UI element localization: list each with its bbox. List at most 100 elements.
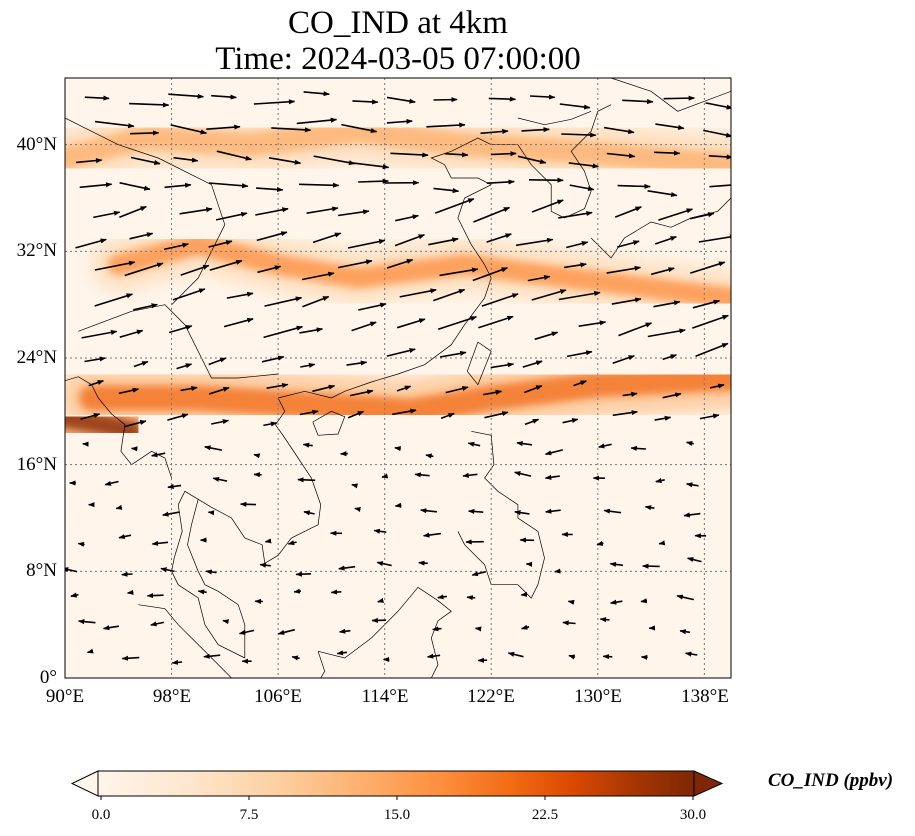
coastline-segment (317, 651, 326, 678)
wind-vector (208, 386, 230, 395)
wind-vector (330, 589, 342, 595)
coastline-segment (138, 604, 232, 678)
wind-vector (420, 508, 437, 514)
wind-vector (596, 540, 604, 546)
map-frame (64, 77, 732, 679)
wind-vector (266, 382, 289, 389)
wind-vector (444, 152, 469, 158)
wind-vector (399, 288, 437, 298)
wind-vector (603, 508, 622, 514)
wind-vector (264, 296, 303, 307)
wind-vector (381, 473, 389, 479)
wind-vector (653, 300, 681, 308)
wind-vector (358, 302, 387, 311)
central-band (107, 233, 731, 309)
wind-vector (478, 315, 514, 329)
wind-vector (690, 261, 726, 274)
lon-tick-90e: 90°E (45, 686, 85, 707)
wind-vector (94, 293, 134, 307)
coastline-segment (91, 384, 172, 479)
wind-vector (544, 474, 560, 480)
wind-vector (428, 237, 459, 246)
wind-vector (598, 443, 612, 449)
wind-vector (167, 483, 182, 490)
wind-vector (133, 360, 149, 368)
wind-vector (531, 289, 567, 301)
wind-vector (253, 453, 261, 459)
wind-vector (167, 413, 189, 421)
wind-vector (483, 389, 503, 396)
wind-vector (425, 453, 434, 459)
wind-vector (654, 415, 672, 421)
wind-vector (568, 654, 576, 660)
wind-vector (93, 210, 121, 219)
gridlines (65, 78, 731, 678)
wind-vector (204, 445, 223, 451)
wind-vector (655, 123, 685, 130)
wind-vector (80, 413, 101, 420)
wind-vector (296, 117, 338, 125)
wind-vector (351, 321, 377, 332)
wind-vector (473, 206, 511, 223)
wind-vector (650, 267, 675, 276)
wind-vector (521, 127, 550, 133)
wind-vector (481, 293, 519, 307)
wind-vector (692, 299, 721, 309)
wind-vector (703, 129, 731, 138)
wind-vector (291, 655, 300, 661)
wind-vector (524, 418, 540, 426)
lon-tick-122e: 122°E (467, 686, 515, 707)
wind-vector (658, 540, 666, 546)
wind-vector (347, 410, 365, 419)
wind-vector (94, 260, 136, 271)
wind-vector (257, 265, 282, 274)
wind-vector (472, 267, 509, 282)
wind-vector (223, 317, 254, 328)
wind-vector (614, 206, 642, 218)
colorbar-tick-0: 0.0 (91, 807, 111, 823)
colorbar-label: CO_IND (ppbv) (768, 770, 894, 791)
wind-vector (172, 288, 206, 301)
wind-vector (467, 441, 481, 447)
wind-vector (338, 565, 356, 571)
wind-vector (432, 626, 442, 632)
wind-vector (303, 510, 315, 516)
wind-vector (352, 99, 379, 105)
colorbar-tick-1: 7.5 (239, 807, 259, 823)
wind-vector (239, 501, 257, 507)
wind-vector (386, 348, 416, 357)
wind-vector (647, 328, 686, 338)
wind-vector (418, 560, 428, 566)
wind-vector (426, 653, 441, 659)
wind-vector (253, 99, 296, 105)
wind-vector (337, 209, 370, 217)
wind-vector (203, 653, 221, 659)
wind-vector (212, 476, 228, 482)
lat-tick-0: 0° (39, 667, 57, 688)
wind-vector (569, 184, 595, 192)
wind-vector (396, 318, 426, 329)
wind-vector (263, 325, 304, 339)
wind-vector (439, 350, 467, 358)
wind-vector (163, 242, 189, 251)
wind-vector (520, 591, 528, 598)
wind-vector (566, 241, 589, 249)
wind-vector (507, 651, 524, 658)
wind-vector (119, 182, 151, 191)
wind-vector (271, 127, 312, 133)
wind-vector (264, 538, 272, 544)
wind-vector (168, 325, 193, 334)
wind-vector (684, 651, 698, 657)
wind-vector (433, 288, 466, 302)
lat-tick-32n: 32°N (16, 240, 57, 261)
wind-vector (394, 502, 402, 508)
wind-vector (209, 259, 243, 271)
wind-vector (466, 595, 476, 601)
wind-vector (658, 208, 694, 221)
wind-vector (346, 360, 368, 366)
wind-vector (256, 186, 284, 193)
wind-vector (118, 534, 132, 540)
wind-vector (377, 597, 385, 603)
wind-vector (77, 541, 85, 547)
